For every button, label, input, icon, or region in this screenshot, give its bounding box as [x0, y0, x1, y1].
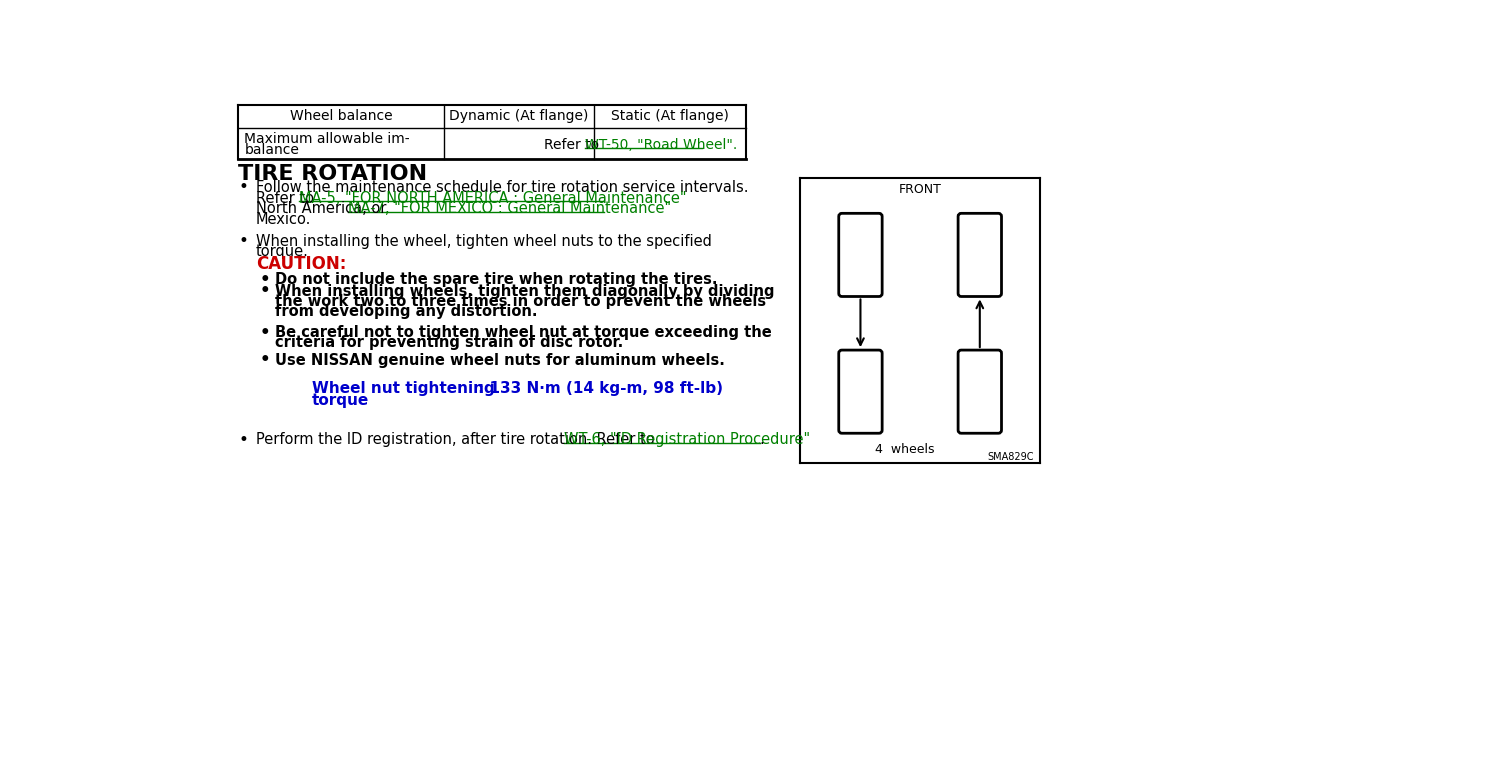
Text: Follow the maintenance schedule for tire rotation service intervals.: Follow the maintenance schedule for tire… [255, 180, 748, 195]
Text: the work two to three times in order to prevent the wheels: the work two to three times in order to … [275, 294, 766, 308]
Text: Wheel balance: Wheel balance [290, 109, 392, 123]
Text: •: • [239, 178, 248, 197]
Text: Perform the ID registration, after tire rotation. Refer to: Perform the ID registration, after tire … [255, 433, 659, 447]
FancyBboxPatch shape [958, 350, 1002, 433]
Text: Static (At flange): Static (At flange) [611, 109, 728, 123]
Text: 4  wheels: 4 wheels [874, 443, 934, 456]
Text: MA-5, "FOR NORTH AMERICA : General Maintenance": MA-5, "FOR NORTH AMERICA : General Maint… [299, 190, 686, 206]
Text: MA-7, "FOR MEXICO : General Maintenance": MA-7, "FOR MEXICO : General Maintenance" [348, 201, 671, 217]
Text: .: . [760, 433, 765, 447]
Text: Do not include the spare tire when rotating the tires.: Do not include the spare tire when rotat… [275, 272, 716, 287]
Text: SMA829C: SMA829C [987, 452, 1033, 462]
Text: Mexico.: Mexico. [255, 212, 311, 227]
Text: •: • [260, 282, 270, 300]
Text: balance: balance [245, 143, 299, 157]
Text: Refer to: Refer to [255, 190, 318, 206]
Text: Wheel nut tightening: Wheel nut tightening [312, 382, 494, 396]
Text: Use NISSAN genuine wheel nuts for aluminum wheels.: Use NISSAN genuine wheel nuts for alumin… [275, 353, 724, 368]
Text: •: • [239, 232, 248, 250]
Text: When installing wheels, tighten them diagonally by dividing: When installing wheels, tighten them dia… [275, 284, 774, 298]
Text: When installing the wheel, tighten wheel nuts to the specified: When installing the wheel, tighten wheel… [255, 234, 712, 248]
Text: WT-6, "ID Registration Procedure": WT-6, "ID Registration Procedure" [565, 433, 811, 447]
Text: criteria for preventing strain of disc rotor.: criteria for preventing strain of disc r… [275, 335, 623, 350]
Text: from developing any distortion.: from developing any distortion. [275, 304, 538, 318]
Text: •: • [260, 352, 270, 369]
Text: Refer to: Refer to [544, 138, 604, 152]
Text: torque: torque [312, 393, 369, 408]
FancyBboxPatch shape [958, 214, 1002, 297]
Text: WT-50, "Road Wheel".: WT-50, "Road Wheel". [584, 138, 737, 152]
Text: •: • [260, 324, 270, 342]
FancyBboxPatch shape [838, 350, 882, 433]
Text: torque.: torque. [255, 244, 309, 258]
Text: Maximum allowable im-: Maximum allowable im- [245, 133, 410, 146]
Text: TIRE ROTATION: TIRE ROTATION [239, 164, 427, 184]
Text: •: • [260, 271, 270, 288]
Text: North America, or: North America, or [255, 201, 391, 217]
Text: •: • [239, 431, 248, 449]
Text: Dynamic (At flange): Dynamic (At flange) [449, 109, 589, 123]
FancyBboxPatch shape [838, 214, 882, 297]
Text: : 133 N·m (14 kg-m, 98 ft-lb): : 133 N·m (14 kg-m, 98 ft-lb) [478, 382, 724, 396]
Text: CAUTION:: CAUTION: [255, 255, 347, 273]
Text: FRONT: FRONT [898, 183, 942, 196]
Text: Be careful not to tighten wheel nut at torque exceeding the: Be careful not to tighten wheel nut at t… [275, 325, 772, 340]
